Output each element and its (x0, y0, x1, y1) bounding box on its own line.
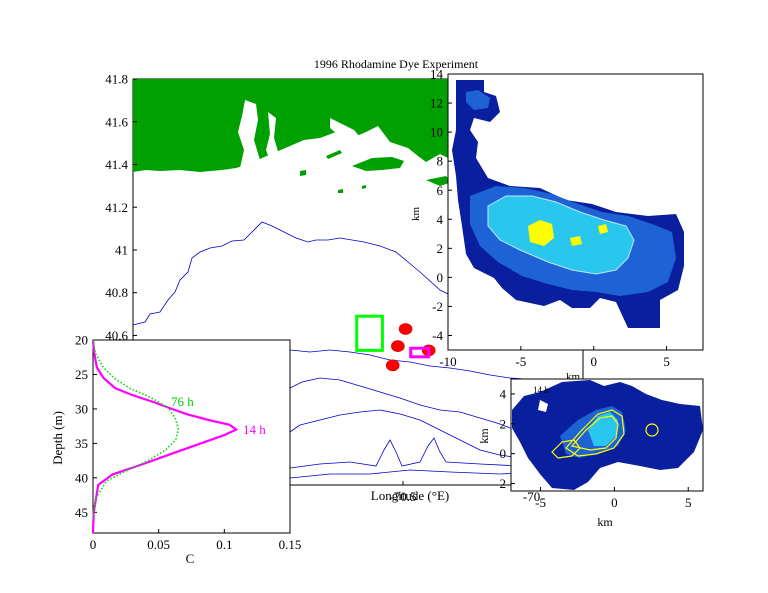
marthas-vineyard (352, 157, 404, 171)
y-tick-label: 35 (75, 436, 88, 451)
x-tick-label: -70 (523, 489, 540, 504)
profile-label-14h: 14 h (243, 422, 266, 437)
red-marker (385, 359, 400, 372)
profile-line-76h (92, 339, 180, 520)
magenta-study-box (409, 346, 431, 359)
bay-inlet (266, 112, 280, 166)
plume-14h-yellow-contour-3 (551, 439, 581, 459)
nantucket (426, 176, 452, 186)
plume-main-y-axis: -4 -2 0 2 4 6 8 10 12 14 (430, 67, 452, 343)
y-tick-label: 40 (75, 470, 88, 485)
y-tick-label: 45 (75, 505, 88, 520)
y-tick-label: 6 (437, 183, 444, 198)
plume-main-x-axis: -10 -5 0 5 (439, 346, 670, 369)
plume-main-y-axis-label: km (410, 207, 422, 222)
elizabeth-islands (326, 150, 342, 159)
plume-14h-y-axis-label: km (477, 428, 491, 444)
profile-x-axis: 0 0.05 0.1 0.15 (90, 529, 302, 552)
plume-main-yellow-spot-2 (598, 224, 608, 234)
profile-line-14h (91, 339, 239, 534)
y-tick-label: 41.8 (105, 72, 128, 87)
y-tick-label: 40.6 (105, 328, 128, 343)
y-tick-label: 4 (437, 212, 444, 227)
y-tick-label: 0 (500, 446, 507, 461)
plume-14h-y-axis: -2 0 2 4 (495, 386, 515, 491)
y-tick-label: 41 (115, 242, 128, 257)
x-tick-label: 0 (90, 537, 97, 552)
small-island (338, 189, 343, 193)
y-tick-label: 41.2 (105, 200, 128, 215)
map-y-axis: 40.6 40.8 41 41.2 41.4 41.6 41.8 (105, 72, 137, 343)
x-tick-label: 0 (590, 354, 597, 369)
buzzards-bay (330, 118, 368, 150)
x-tick-label: -70.5 (389, 489, 416, 504)
profile-panel: 20 25 30 35 40 45 0 0.05 0.1 0.15 14 h 76 h Dept… (50, 333, 301, 566)
x-tick-label: 0.1 (216, 537, 232, 552)
profile-x-axis-label: C (186, 551, 195, 566)
y-tick-label: -2 (432, 299, 443, 314)
x-tick-label: 5 (685, 495, 692, 510)
offshore-islet (362, 185, 366, 189)
y-tick-label: 10 (430, 125, 443, 140)
y-tick-label: -4 (432, 328, 443, 343)
plume-main-cyan-core (487, 195, 635, 275)
x-tick-label: -5 (535, 495, 546, 510)
bathymetry-canyon (289, 437, 584, 471)
y-tick-label: 2 (437, 241, 444, 256)
plume-14h-white-gap (538, 400, 548, 412)
profile-series (91, 339, 239, 534)
y-tick-label: 20 (75, 333, 88, 348)
y-tick-label: 25 (75, 367, 88, 382)
plume-14h-cyan-core (588, 412, 618, 446)
y-tick-label: 41.4 (105, 157, 128, 172)
y-tick-label: 40.8 (105, 285, 128, 300)
plume-14h-panel-label: 14 h (533, 385, 549, 395)
y-tick-label: 0 (437, 270, 444, 285)
red-marker (398, 323, 413, 335)
plume-14h-yellow-contour-1 (565, 409, 625, 457)
plume-14h-yellow-contour-2 (570, 415, 619, 451)
profile-y-axis-label: Depth (m) (50, 411, 65, 465)
profile-frame (92, 339, 291, 534)
x-tick-label: 0.05 (147, 537, 170, 552)
x-tick-label: 0.15 (279, 537, 302, 552)
plume-14h-panel: 14 h -2 0 2 4 -5 0 5 km km (477, 378, 704, 529)
x-tick-label: -5 (515, 354, 526, 369)
map-boxes (355, 314, 431, 359)
plume-14h-x-axis: -5 0 5 (535, 487, 691, 510)
x-tick-label: 0 (611, 495, 618, 510)
y-tick-label: -2 (495, 476, 506, 491)
red-marker (391, 340, 405, 352)
y-tick-label: 12 (430, 96, 443, 111)
y-tick-label: 14 (430, 67, 444, 82)
y-tick-label: 8 (437, 154, 444, 169)
bathymetry-slope-2 (289, 409, 584, 463)
profile-label-76h: 76 h (171, 394, 194, 409)
plume-main-yellow-core (528, 220, 554, 246)
x-tick-label: -10 (439, 354, 456, 369)
plume-main-yellow-spot (570, 236, 582, 246)
plume-main-top-blob (466, 90, 490, 110)
y-tick-label: 30 (75, 401, 88, 416)
y-tick-label: 41.6 (105, 114, 128, 129)
green-study-box (355, 314, 384, 352)
plume-14h-east-contour (645, 423, 659, 437)
map-x-axis-label: Longitude (°E) (371, 488, 449, 503)
y-tick-label: 2 (500, 416, 507, 431)
figure-title: 1996 Rhodamine Dye Experiment (314, 57, 479, 71)
plume-14h-x-axis-label: km (597, 515, 613, 529)
bathymetry-shelf-edge (289, 349, 584, 385)
block-island (300, 170, 306, 176)
profile-y-axis: 20 25 30 35 40 45 (75, 333, 97, 520)
narragansett-bay (238, 100, 260, 170)
x-tick-label: 5 (663, 354, 670, 369)
y-tick-label: 4 (500, 386, 507, 401)
